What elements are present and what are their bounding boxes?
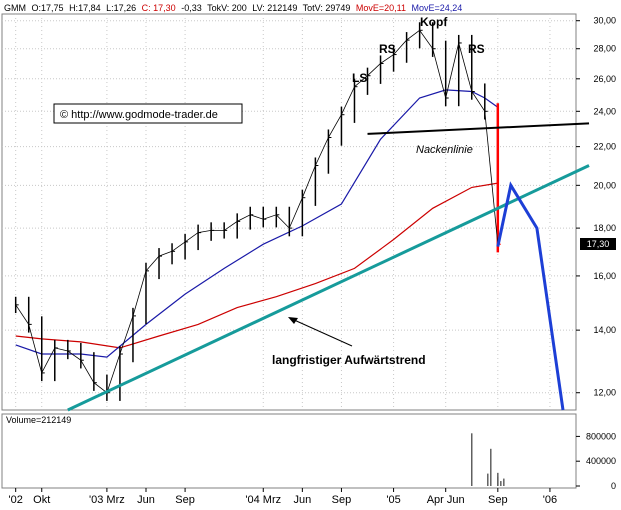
price-tick-label: 24,00: [593, 106, 616, 116]
axes: 30,00 28,00 26,00 24,00 22,00 20,00 18,00 16,00…: [9, 16, 616, 506]
price-tick-label: 20,00: [593, 180, 616, 190]
legend-low: L:17,26: [106, 3, 136, 13]
price-tick-label: 12,00: [593, 388, 616, 398]
legend-totv: TotV: 29749: [303, 3, 351, 13]
uptrend-arrowhead: [288, 317, 298, 324]
label-uptrend: langfristiger Aufwärtstrend: [272, 353, 426, 367]
label-rs-right: RS: [468, 42, 485, 56]
volume-tick-label: 800000: [586, 431, 616, 441]
time-tick-label: Sep: [175, 494, 195, 506]
price-tick-label: 22,00: [593, 142, 616, 152]
price-tick-label: 26,00: [593, 74, 616, 84]
label-left-shoulder: LS: [352, 71, 367, 85]
watermark-box: [53, 103, 243, 124]
legend-open: O:17,75: [32, 3, 64, 13]
volume-tick-label: 0: [611, 481, 616, 491]
volume-panel: [1, 413, 577, 489]
time-tick-label: '06: [543, 494, 557, 506]
time-tick-label: Apr Jun: [427, 494, 465, 506]
time-tick-label: Okt: [33, 494, 50, 506]
legend-lv: LV: 212149: [252, 3, 297, 13]
price-tick-label: 18,00: [593, 223, 616, 233]
time-tick-label: '04 Mrz: [245, 494, 281, 506]
drawn-lines: [67, 122, 590, 412]
header-legend: GMM O:17,75 H:17,84 L:17,26 C: 17,30 -0,…: [4, 3, 462, 13]
legend-change: -0,33: [181, 3, 202, 13]
label-rs-left: RS: [379, 42, 396, 56]
legend-symbol: GMM: [4, 3, 26, 13]
time-tick-label: Sep: [488, 494, 508, 506]
volume-tick-label: 400000: [586, 456, 616, 466]
projection-line: [496, 181, 565, 411]
legend-close: C: 17,30: [142, 3, 176, 13]
uptrend-arrow: [291, 318, 353, 347]
price-tick-label: 28,00: [593, 44, 616, 54]
price-tick-label: 16,00: [593, 271, 616, 281]
close-price-marker-text: 17,30: [587, 239, 610, 249]
legend-ma-red: MovE=20,11: [356, 3, 406, 13]
volume-bars: [471, 433, 505, 486]
uptrend-line: [67, 164, 590, 412]
price-tick-label: 14,00: [593, 325, 616, 335]
neckline: [367, 122, 590, 135]
legend-high: H:17,84: [69, 3, 101, 13]
watermark-text: © http://www.godmode-trader.de: [60, 109, 218, 121]
label-head: Kopf: [420, 15, 448, 29]
legend-tokv: TokV: 200: [207, 3, 247, 13]
time-tick-label: '02: [9, 494, 23, 506]
time-tick-label: '03 Mrz: [89, 494, 125, 506]
ma-red-line: [15, 182, 498, 349]
time-tick-label: Sep: [332, 494, 352, 506]
price-bars: [14, 22, 501, 401]
time-tick-label: '05: [386, 494, 400, 506]
time-tick-label: Jun: [293, 494, 311, 506]
legend-ma-blue: MovE=24,24: [412, 3, 463, 13]
label-neckline: Nackenlinie: [416, 144, 473, 156]
price-line: [15, 29, 499, 394]
time-tick-label: Jun: [137, 494, 155, 506]
price-tick-label: 30,00: [593, 16, 616, 26]
close-price-marker: [580, 238, 616, 250]
volume-label: Volume=212149: [6, 415, 71, 425]
